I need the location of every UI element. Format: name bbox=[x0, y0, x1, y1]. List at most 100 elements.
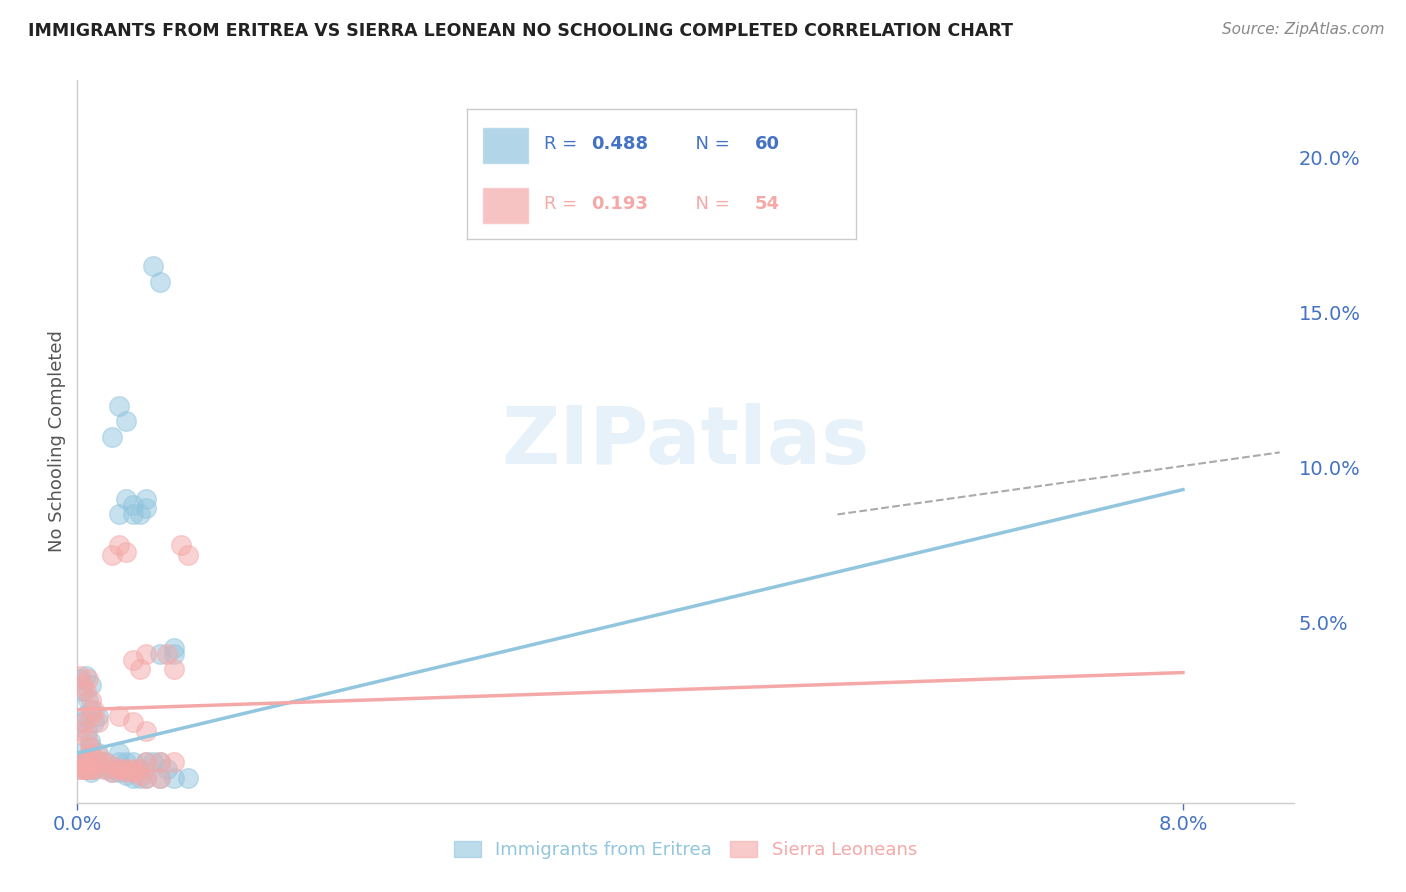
Point bbox=[75, 668, 97, 682]
Point bbox=[107, 508, 129, 522]
Point bbox=[107, 764, 129, 779]
Point bbox=[80, 703, 103, 717]
Point bbox=[76, 762, 98, 776]
Point bbox=[163, 663, 186, 677]
Point bbox=[163, 647, 186, 661]
Point bbox=[73, 752, 96, 766]
Point bbox=[135, 501, 157, 516]
Point bbox=[107, 762, 129, 776]
Point bbox=[114, 768, 136, 782]
Point bbox=[72, 756, 94, 770]
Text: ZIPatlas: ZIPatlas bbox=[502, 402, 869, 481]
Point bbox=[75, 762, 97, 776]
Point bbox=[94, 762, 117, 776]
Point bbox=[76, 724, 98, 739]
Point bbox=[72, 678, 94, 692]
Point bbox=[87, 756, 110, 770]
Point bbox=[77, 672, 100, 686]
Point bbox=[121, 498, 143, 512]
Point bbox=[135, 491, 157, 506]
Point bbox=[75, 684, 97, 698]
Point bbox=[135, 771, 157, 785]
Point bbox=[107, 399, 129, 413]
Point bbox=[77, 756, 100, 770]
Point bbox=[87, 749, 110, 764]
Point bbox=[83, 715, 105, 730]
Point bbox=[142, 756, 165, 770]
Point bbox=[83, 762, 105, 776]
Point bbox=[76, 731, 98, 745]
Point bbox=[121, 715, 143, 730]
Point bbox=[135, 647, 157, 661]
Point bbox=[101, 548, 124, 562]
Point bbox=[107, 756, 129, 770]
Point bbox=[80, 709, 103, 723]
Point bbox=[149, 771, 172, 785]
Point bbox=[73, 709, 96, 723]
Point bbox=[121, 764, 143, 779]
Point bbox=[149, 756, 172, 770]
Point bbox=[70, 756, 93, 770]
Point bbox=[107, 709, 129, 723]
Point bbox=[87, 746, 110, 760]
Point bbox=[121, 762, 143, 776]
Point bbox=[121, 771, 143, 785]
Text: Source: ZipAtlas.com: Source: ZipAtlas.com bbox=[1222, 22, 1385, 37]
Point bbox=[128, 771, 150, 785]
Point bbox=[149, 771, 172, 785]
Point bbox=[80, 739, 103, 754]
Point bbox=[128, 762, 150, 776]
Point bbox=[94, 756, 117, 770]
Point bbox=[87, 715, 110, 730]
Point bbox=[77, 693, 100, 707]
Point bbox=[156, 647, 179, 661]
Point bbox=[69, 762, 91, 776]
Point bbox=[101, 430, 124, 444]
Point bbox=[79, 739, 101, 754]
Point bbox=[73, 756, 96, 770]
Point bbox=[76, 762, 98, 776]
Point bbox=[114, 414, 136, 428]
Point bbox=[83, 703, 105, 717]
Point bbox=[114, 762, 136, 776]
Point bbox=[101, 764, 124, 779]
Point bbox=[80, 762, 103, 776]
Point bbox=[121, 756, 143, 770]
Point bbox=[121, 653, 143, 667]
Point bbox=[163, 640, 186, 655]
Point bbox=[69, 672, 91, 686]
Point bbox=[79, 733, 101, 747]
Point bbox=[83, 762, 105, 776]
Point bbox=[107, 762, 129, 776]
Point bbox=[135, 771, 157, 785]
Point bbox=[149, 647, 172, 661]
Point bbox=[121, 508, 143, 522]
Point bbox=[70, 724, 93, 739]
Point bbox=[80, 764, 103, 779]
Point bbox=[114, 491, 136, 506]
Point bbox=[170, 538, 193, 552]
Point bbox=[142, 260, 165, 274]
Point bbox=[70, 715, 93, 730]
Legend: Immigrants from Eritrea, Sierra Leoneans: Immigrants from Eritrea, Sierra Leoneans bbox=[447, 833, 924, 866]
Point bbox=[80, 693, 103, 707]
Point bbox=[128, 768, 150, 782]
Point bbox=[72, 762, 94, 776]
Point bbox=[135, 724, 157, 739]
Point bbox=[135, 756, 157, 770]
Point bbox=[75, 762, 97, 776]
Point bbox=[114, 764, 136, 779]
Point bbox=[107, 538, 129, 552]
Point bbox=[149, 756, 172, 770]
Point bbox=[80, 746, 103, 760]
Point bbox=[87, 709, 110, 723]
Point bbox=[101, 764, 124, 779]
Point bbox=[156, 762, 179, 776]
Point bbox=[70, 746, 93, 760]
Point bbox=[72, 684, 94, 698]
Point bbox=[128, 663, 150, 677]
Y-axis label: No Schooling Completed: No Schooling Completed bbox=[48, 331, 66, 552]
Point bbox=[149, 275, 172, 289]
Point bbox=[87, 756, 110, 770]
Point bbox=[163, 771, 186, 785]
